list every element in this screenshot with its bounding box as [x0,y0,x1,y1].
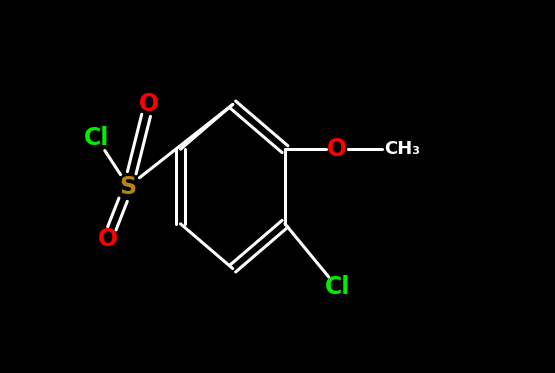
Text: Cl: Cl [325,275,350,299]
Text: Cl: Cl [84,126,109,150]
Text: O: O [98,227,118,251]
Text: O: O [327,137,347,161]
Text: S: S [120,175,137,198]
Text: CH₃: CH₃ [384,140,420,158]
Text: O: O [139,93,159,116]
